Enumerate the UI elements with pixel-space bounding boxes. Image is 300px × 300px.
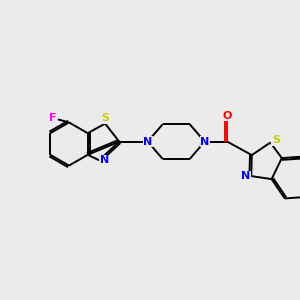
Text: N: N — [143, 136, 152, 147]
Text: O: O — [223, 111, 232, 121]
Text: F: F — [49, 113, 56, 123]
Text: N: N — [241, 171, 250, 181]
Text: S: S — [101, 113, 109, 123]
Text: S: S — [272, 135, 280, 145]
Text: N: N — [100, 155, 109, 165]
Text: N: N — [200, 136, 209, 147]
